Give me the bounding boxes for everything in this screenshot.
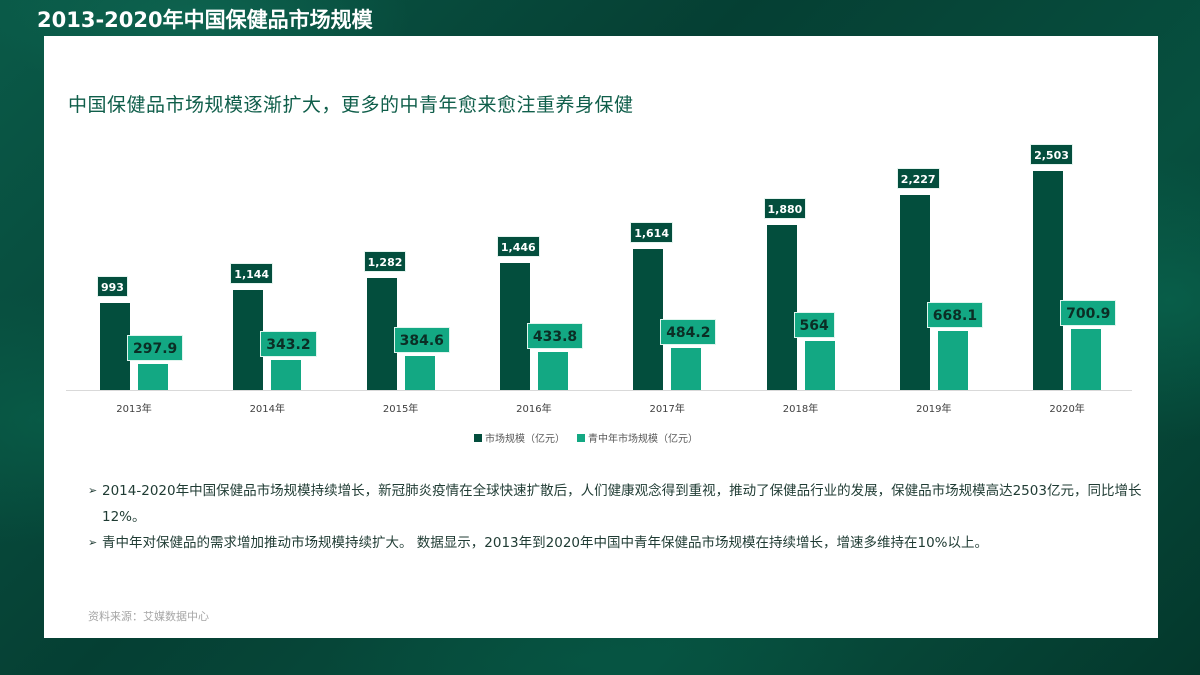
bar-chart: 993 297.9 2013年 1,144 343.2 2014年 1,282 384.6 20… <box>44 36 1158 456</box>
x-tick-label: 2016年 <box>516 404 552 415</box>
bar-youth-market-2019年 <box>937 331 968 390</box>
data-label-youth-market: 700.9 <box>1060 299 1117 326</box>
legend-item-market: 市场规模（亿元） <box>474 430 565 445</box>
chart-subtitle: 中国保健品市场规模逐渐扩大，更多的中青年愈来愈注重养身保健 <box>68 94 634 116</box>
data-label-market: 1,282 <box>363 250 407 272</box>
bar-market-2017年 <box>633 248 664 390</box>
bar-market-2014年 <box>233 289 264 390</box>
bar-market-2016年 <box>499 263 530 390</box>
x-tick-label: 2014年 <box>249 404 286 415</box>
data-label-market: 2,503 <box>1030 143 1073 165</box>
bullet-text: 2014-2020年中国保健品市场规模持续增长，新冠肺炎疫情在全球快速扩散后，人… <box>102 483 1142 525</box>
bar-market-2020年 <box>1033 170 1064 390</box>
source-note: 资料来源：艾媒数据中心 <box>88 610 209 623</box>
bar-youth-market-2017年 <box>671 347 702 390</box>
data-label-youth-market: 384.6 <box>393 327 450 354</box>
bar-market-2019年 <box>899 194 930 390</box>
legend-item-youth-market: 青中年市场规模（亿元） <box>577 430 698 445</box>
arrow-bullet-icon: ➢ <box>88 536 98 549</box>
bar-youth-market-2014年 <box>271 359 302 390</box>
x-tick-label: 2019年 <box>916 404 952 415</box>
data-label-market: 1,446 <box>496 236 540 258</box>
data-label-market: 2,227 <box>896 167 940 189</box>
data-label-market: 1,880 <box>763 198 807 220</box>
x-tick-label: 2015年 <box>382 404 419 415</box>
bar-youth-market-2020年 <box>1071 328 1102 390</box>
data-label-youth-market: 343.2 <box>260 330 317 357</box>
x-tick-label: 2020年 <box>1049 404 1085 415</box>
data-label-market: 993 <box>97 276 128 297</box>
legend-label: 市场规模（亿元） <box>485 434 565 445</box>
x-tick-label: 2018年 <box>782 404 819 415</box>
bar-market-2015年 <box>366 277 397 390</box>
bar-market-2018年 <box>766 225 797 390</box>
data-label-market: 1,144 <box>230 262 274 284</box>
legend-swatch-light <box>577 433 585 442</box>
data-label-youth-market: 668.1 <box>926 302 984 329</box>
x-tick-label: 2013年 <box>116 404 152 415</box>
bullet-item: ➢ 青中年对保健品的需求增加推动市场规模持续扩大。 数据显示，2013年到202… <box>88 530 1148 556</box>
bar-market-2013年 <box>100 303 130 390</box>
bar-youth-market-2016年 <box>537 351 568 390</box>
content-card: 中国保健品市场规模逐渐扩大，更多的中青年愈来愈注重养身保健 993 297.9 20… <box>44 36 1158 638</box>
data-label-market: 1,614 <box>630 221 673 243</box>
data-label-youth-market: 433.8 <box>526 322 584 349</box>
bar-youth-market-2015年 <box>404 356 435 390</box>
x-axis-line <box>66 390 1132 391</box>
data-label-youth-market: 484.2 <box>660 318 717 345</box>
bullet-text: 青中年对保健品的需求增加推动市场规模持续扩大。 数据显示，2013年到2020年… <box>102 535 989 551</box>
data-label-youth-market: 297.9 <box>127 334 184 361</box>
arrow-bullet-icon: ➢ <box>88 484 98 497</box>
chart-legend: 市场规模（亿元） 青中年市场规模（亿元） <box>474 430 710 445</box>
x-tick-label: 2017年 <box>649 404 685 415</box>
bar-youth-market-2018年 <box>804 340 835 390</box>
bullet-list: ➢ 2014-2020年中国保健品市场规模持续增长，新冠肺炎疫情在全球快速扩散后… <box>88 478 1148 556</box>
bar-youth-market-2013年 <box>138 363 168 390</box>
bullet-item: ➢ 2014-2020年中国保健品市场规模持续增长，新冠肺炎疫情在全球快速扩散后… <box>88 478 1148 530</box>
page-title: 2013-2020年中国保健品市场规模 <box>37 8 373 32</box>
data-label-youth-market: 564 <box>793 311 835 338</box>
legend-label: 青中年市场规模（亿元） <box>588 434 698 445</box>
legend-swatch-dark <box>474 433 482 442</box>
